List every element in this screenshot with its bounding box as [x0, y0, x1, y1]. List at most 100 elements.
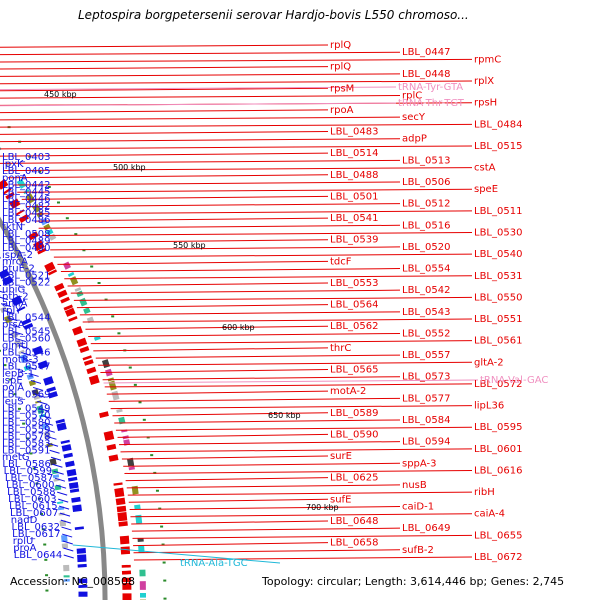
label-leader-line: [67, 282, 329, 287]
reverse-strand-ring-segment: [68, 481, 79, 489]
label-leader-line: [12, 181, 401, 186]
gene-label: LBL_0573: [402, 372, 450, 383]
gene-label: rplU: [13, 536, 34, 547]
gene-label: lepB-1: [2, 368, 34, 379]
label-leader-line: [0, 66, 329, 70]
label-leader-line: [21, 352, 32, 356]
gene-label: tdcF: [330, 256, 352, 267]
gene-label: speE: [474, 184, 498, 195]
gene-label: LBL_0520: [402, 242, 450, 253]
label-leader-line: [112, 412, 329, 417]
feature-ring-outer-segment: [74, 287, 82, 292]
reverse-strand-ring-segment: [46, 386, 57, 393]
gene-label: LBL_0448: [402, 69, 450, 80]
feature-ring-inner-segment: [43, 431, 51, 440]
feature-ring-outer-segment: [131, 485, 139, 495]
gene-label: LBL_0632: [12, 522, 60, 533]
gene-label: LBL_0600: [6, 480, 54, 491]
gene-label: LBL_0542: [402, 285, 450, 296]
gene-label: LBL_0552: [402, 328, 450, 339]
label-leader-line: [0, 73, 401, 77]
ring-marker: [8, 378, 12, 381]
forward-strand-ring-segment: [37, 247, 47, 255]
label-leader-line: [41, 414, 52, 419]
label-leader-line: [54, 477, 66, 482]
ring-marker: [0, 349, 1, 352]
label-leader-line: [73, 296, 473, 301]
gene-label: rplQ: [330, 40, 351, 51]
ring-marker: [3, 364, 7, 367]
gene-label: LBL_0588: [7, 487, 55, 498]
label-leader-line: [39, 407, 50, 412]
label-leader-line: [46, 239, 329, 244]
forward-strand-ring-segment: [72, 326, 83, 336]
feature-ring-outer-segment: [46, 228, 54, 236]
label-leader-line: [30, 210, 473, 215]
gene-label: rplX: [474, 76, 494, 87]
label-leader-line: [117, 433, 329, 438]
label-leader-line: [52, 463, 63, 468]
forward-strand-ring-segment: [88, 374, 100, 385]
reverse-strand-ring-segment: [55, 418, 65, 424]
label-leader-line: [132, 534, 473, 539]
label-leader-line: [82, 318, 473, 323]
label-leader-line: [0, 116, 401, 121]
label-leader-line: [0, 58, 473, 63]
forward-strand-ring-segment: [118, 521, 128, 527]
rna-label: tRNA-Thr-TGT: [398, 98, 465, 109]
label-leader-line: [90, 340, 473, 345]
feature-ring-outer-segment: [40, 217, 49, 226]
gene-label: LBL_0589: [330, 408, 378, 419]
gene-label: pth-2: [2, 292, 29, 303]
label-leader-line: [46, 435, 57, 440]
ring-marker: [25, 437, 29, 440]
gene-label: LBL_0501: [330, 191, 378, 202]
label-leader-line: [50, 456, 62, 461]
ring-marker: [97, 281, 101, 284]
label-leader-line: [53, 470, 64, 475]
ring-marker: [155, 489, 159, 492]
gene-label: LBL_0522: [2, 278, 50, 289]
ring-marker: [40, 512, 44, 515]
label-leader-line: [60, 519, 71, 524]
label-leader-line: [59, 512, 71, 517]
forward-strand-ring-segment: [5, 191, 15, 200]
feature-ring-outer-segment: [93, 335, 101, 341]
gene-label: LBL_0553: [330, 278, 378, 289]
label-leader-line: [127, 491, 473, 496]
gene-label: LBL_0405: [2, 166, 50, 177]
gene-label: secY: [402, 112, 426, 123]
ring-marker: [142, 418, 146, 421]
feature-ring-outer-segment: [126, 457, 135, 467]
gene-label: LBL_0603: [8, 494, 56, 505]
reverse-strand-ring-segment: [47, 391, 58, 399]
gene-label: rpsH: [474, 98, 497, 109]
label-leader-line: [63, 554, 74, 559]
forward-strand-ring-segment: [82, 355, 92, 361]
ring-marker: [104, 298, 108, 301]
label-leader-line: [131, 527, 401, 532]
feature-ring-inner-segment: [59, 520, 67, 527]
scale-tick-label: 650 kbp: [268, 411, 301, 420]
gene-label: LBL_0625: [330, 473, 378, 484]
forward-strand-ring-segment: [117, 511, 128, 522]
forward-strand-ring-segment: [106, 443, 117, 451]
gene-label: rpoA: [330, 105, 354, 116]
gene-label: LBL_0607: [10, 508, 58, 519]
feature-ring-outer-segment: [118, 416, 126, 425]
forward-strand-ring-segment: [0, 179, 9, 190]
label-leader-line: [7, 317, 18, 322]
reverse-strand-ring-segment: [56, 422, 67, 432]
gene-label: LBL_0544: [2, 313, 50, 324]
ring-marker: [74, 233, 78, 236]
feature-ring-outer-segment: [101, 359, 110, 369]
label-leader-line: [62, 540, 73, 545]
gene-label: LBL_0508: [2, 229, 50, 240]
label-leader-line: [102, 376, 401, 381]
gene-label: LBL_0554: [402, 264, 450, 275]
rna-label: tRNA-Ala-TGC: [180, 558, 248, 569]
label-leader-line: [0, 159, 401, 164]
forward-strand-ring-segment: [9, 198, 21, 209]
ring-marker: [22, 422, 26, 425]
